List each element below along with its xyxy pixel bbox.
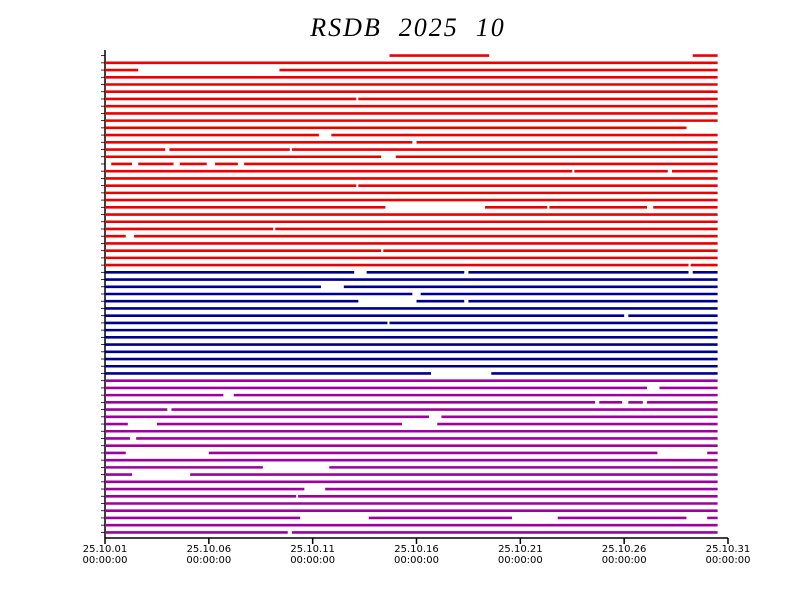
x-tick-label: 25.10.21 00:00:00 bbox=[497, 544, 543, 566]
chart-title: RSDB 2025 10 bbox=[309, 13, 506, 42]
x-tick-label: 25.10.31 00:00:00 bbox=[705, 544, 751, 566]
x-tick-label: 25.10.16 00:00:00 bbox=[394, 544, 439, 566]
x-tick-label: 25.10.11 00:00:00 bbox=[290, 544, 336, 566]
x-tick-label: 25.10.06 00:00:00 bbox=[186, 544, 232, 566]
x-tick-label: 25.10.26 00:00:00 bbox=[601, 544, 647, 566]
x-tick-label: 25.10.01 00:00:00 bbox=[82, 544, 128, 566]
